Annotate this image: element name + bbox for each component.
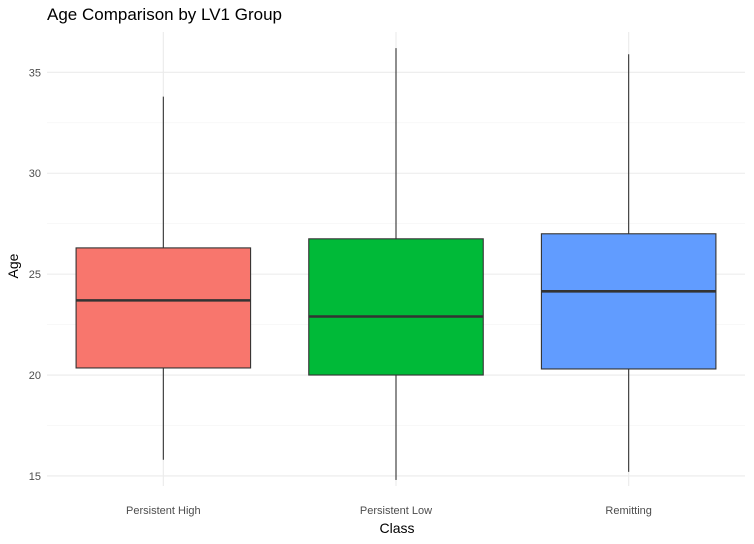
x-tick-label: Persistent Low xyxy=(360,505,432,517)
box-remitting xyxy=(540,233,717,370)
y-tick-label: 25 xyxy=(29,269,41,281)
x-tick-label: Remitting xyxy=(605,505,651,517)
y-tick-label: 30 xyxy=(29,168,41,180)
y-axis-ticks: 15 20 25 30 35 xyxy=(29,67,41,483)
y-axis-title: Age xyxy=(5,253,21,278)
x-axis-ticks: Persistent High Persistent Low Remitting xyxy=(126,505,652,517)
box-persistent-high xyxy=(75,247,252,369)
y-tick-label: 20 xyxy=(29,370,41,382)
x-axis-title: Class xyxy=(379,520,414,536)
y-tick-label: 15 xyxy=(29,471,41,483)
box-group xyxy=(75,48,717,480)
box-persistent-low xyxy=(308,238,484,376)
y-tick-label: 35 xyxy=(29,67,41,79)
x-tick-label: Persistent High xyxy=(126,505,201,517)
chart-title: Age Comparison by LV1 Group xyxy=(47,5,282,24)
